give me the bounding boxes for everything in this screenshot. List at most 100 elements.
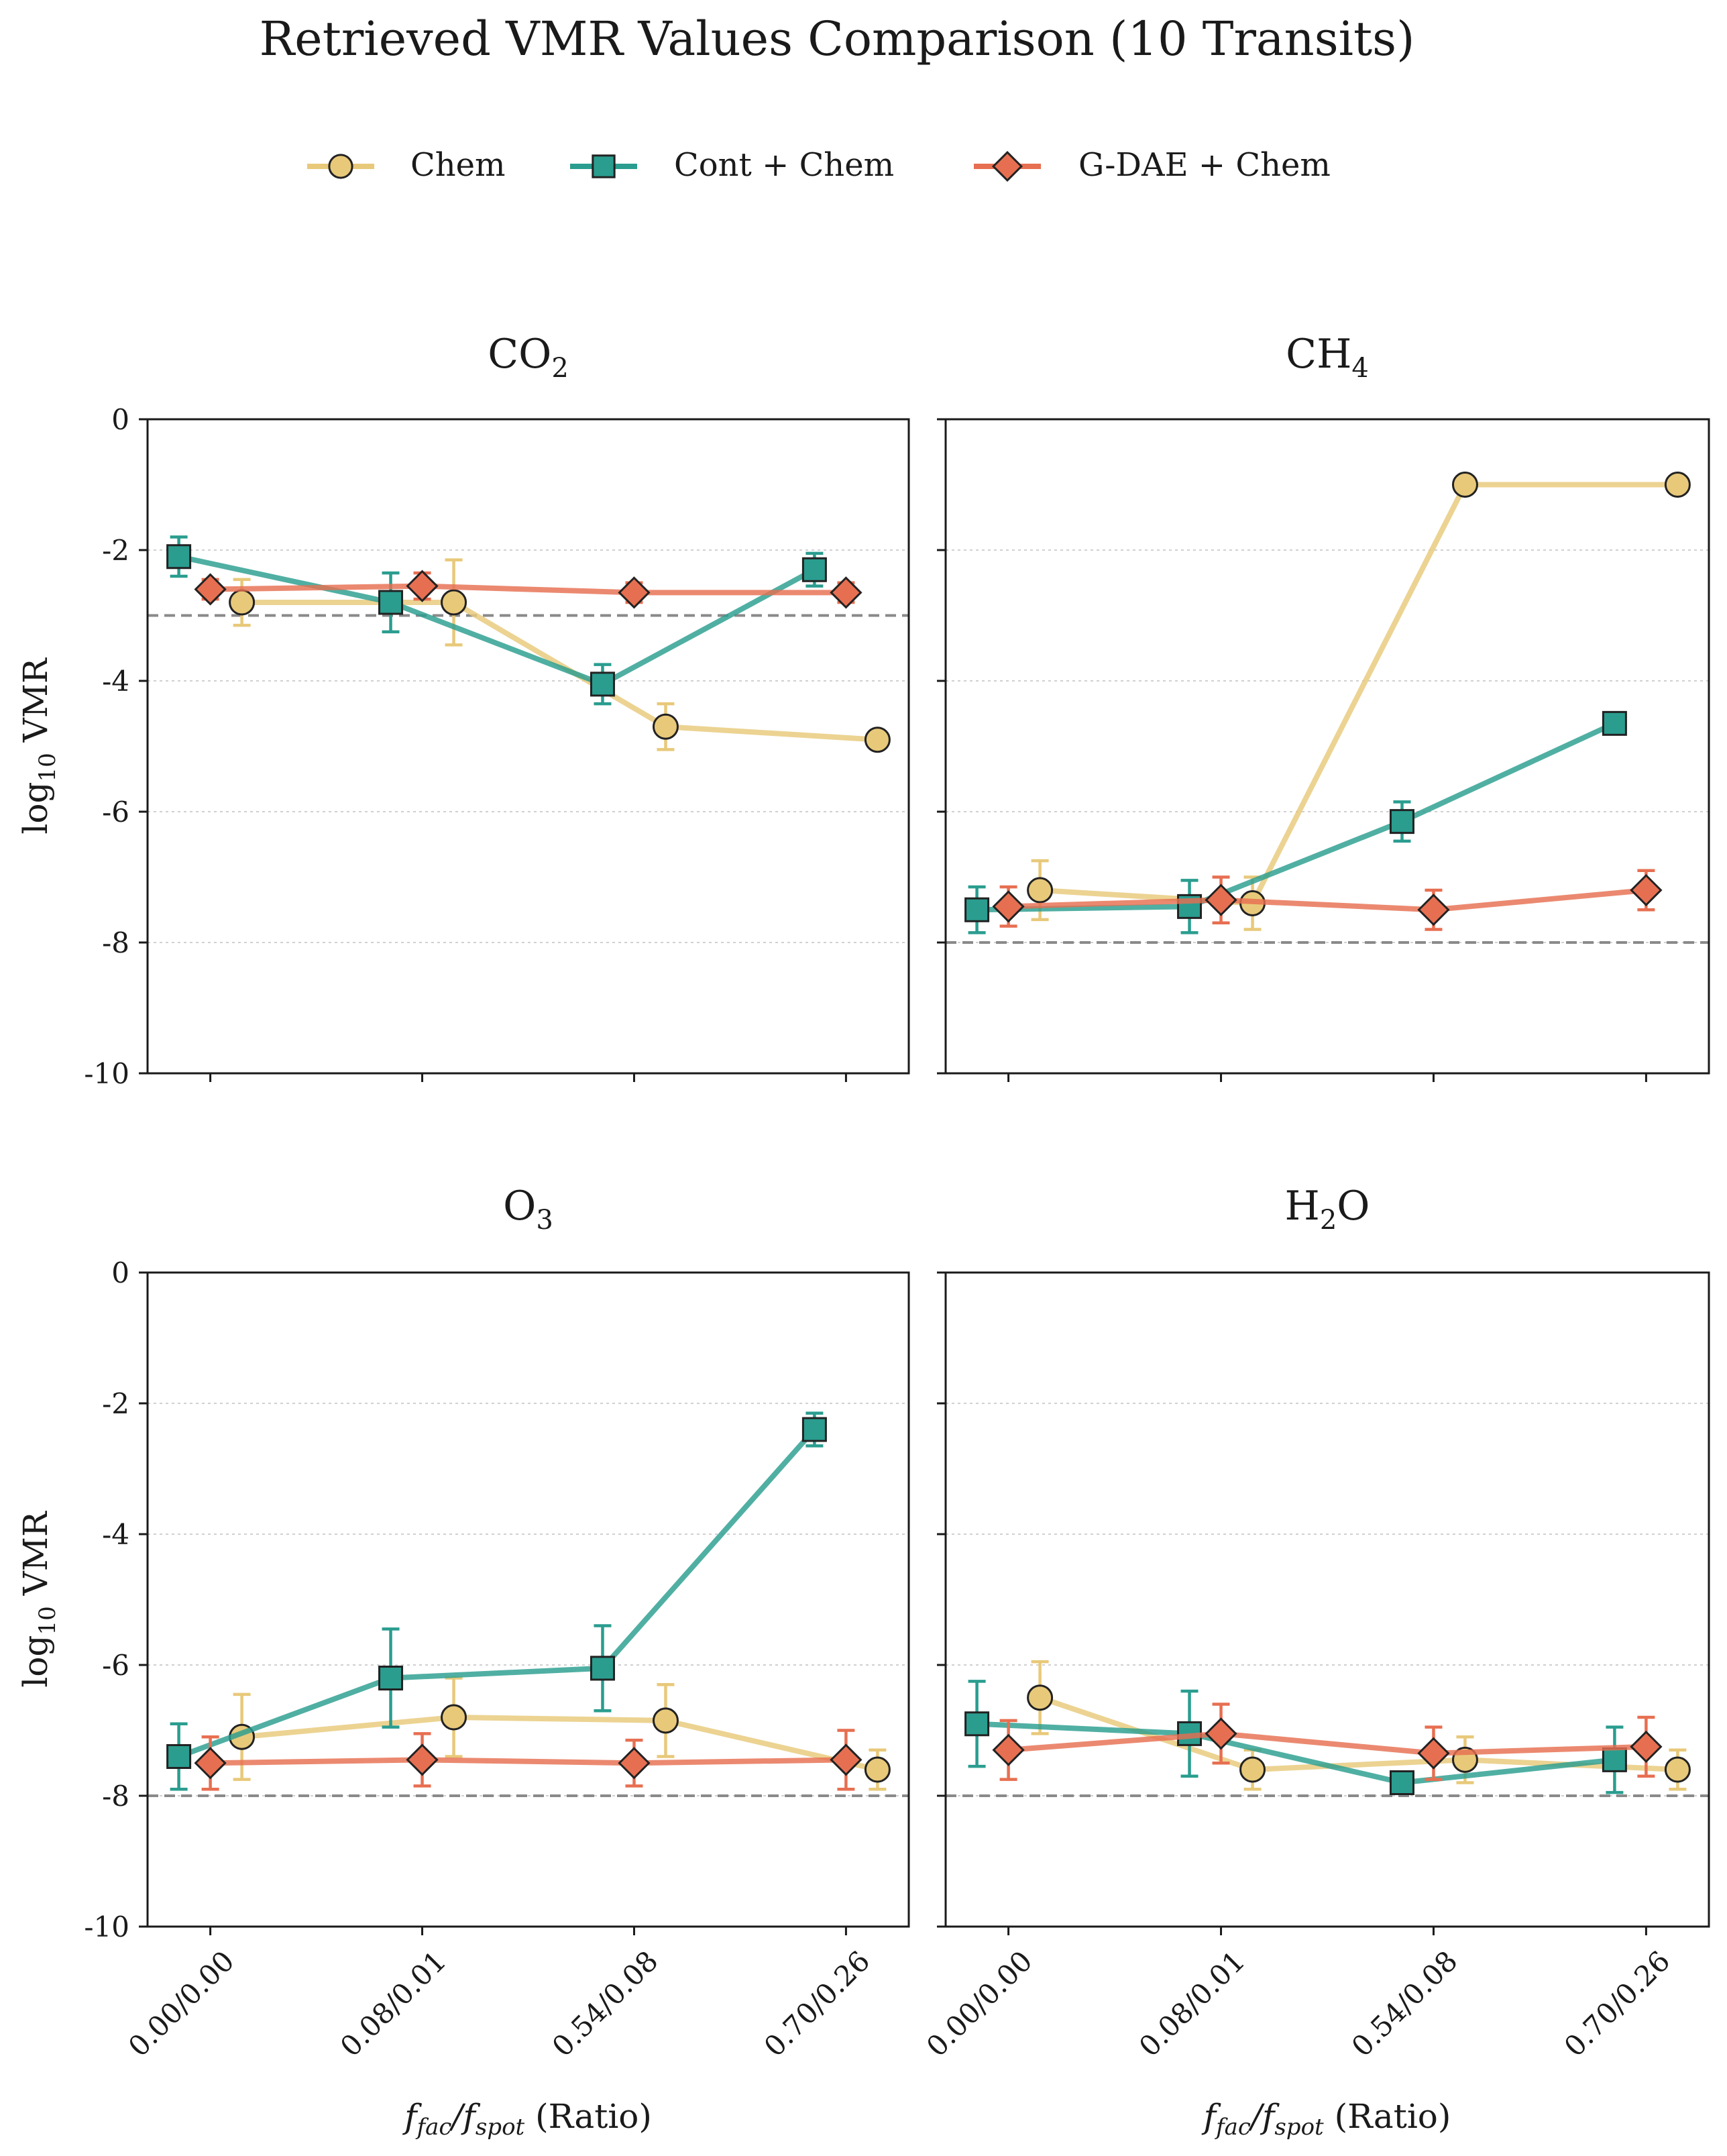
series-line <box>178 1427 817 1760</box>
data-point <box>830 576 862 609</box>
data-point <box>1630 1730 1663 1763</box>
x-tick-label: 0.00/0.00 <box>920 1944 1039 2063</box>
x-axis-label-fac: fac <box>1214 2114 1251 2141</box>
y-axis-label-sub: 10 <box>34 1606 61 1635</box>
y-axis-label-suffix: VMR <box>16 657 55 753</box>
series-2 <box>194 1729 862 1791</box>
series-0 <box>229 1676 891 1791</box>
data-point <box>1027 877 1054 904</box>
data-point <box>590 671 615 697</box>
panel-title-main: H <box>1285 1183 1320 1230</box>
x-axis-label-fac: fac <box>415 2114 452 2141</box>
series-line <box>241 600 878 743</box>
y-axis-label-suffix: VMR <box>16 1511 55 1606</box>
panel-title-main: CO <box>488 331 551 378</box>
series-line <box>1040 482 1678 906</box>
y-axis-label-log: log <box>16 1635 55 1688</box>
legend-item-0: Chem <box>307 146 506 184</box>
panel-3: 0.00/0.00 0.08/0.01 0.54/0.08 0.70/0.26H2Of… <box>920 1183 1710 2141</box>
data-point <box>964 897 990 922</box>
panel-title-suffix: O <box>1337 1183 1370 1230</box>
y-tick-label: -6 <box>102 1649 129 1682</box>
data-point <box>992 1733 1025 1766</box>
series-line <box>1008 887 1647 913</box>
series-0 <box>229 558 891 753</box>
series-1 <box>166 535 827 706</box>
y-tick-label: -6 <box>102 796 129 828</box>
y-tick-label: -10 <box>84 1057 129 1090</box>
data-point <box>1389 1770 1414 1795</box>
plot-frame <box>944 418 1710 1075</box>
series-1 <box>964 1680 1627 1795</box>
y-tick-label: -4 <box>102 665 129 698</box>
y-tick-label: -8 <box>102 926 129 959</box>
panel-1: CH4 <box>937 331 1710 1082</box>
data-point <box>378 1666 404 1690</box>
series-2 <box>194 570 862 609</box>
data-point <box>441 589 467 616</box>
panel-title-sub: 2 <box>551 353 568 384</box>
series-1 <box>964 710 1627 934</box>
data-point <box>992 890 1025 923</box>
x-axis-label-spot: spot <box>1274 2114 1324 2141</box>
data-point <box>652 713 679 740</box>
legend-label: Chem <box>410 146 506 184</box>
panel-title-main: O <box>503 1183 536 1230</box>
data-point <box>1602 1747 1627 1772</box>
panel-title: O3 <box>503 1183 553 1236</box>
data-point <box>964 1711 990 1737</box>
x-axis-label-spot: spot <box>476 2114 525 2141</box>
y-tick-label: 0 <box>111 403 129 436</box>
legend-item-2: G-DAE + Chem <box>974 146 1331 184</box>
y-tick-label: -2 <box>102 1387 129 1420</box>
data-point <box>229 589 256 616</box>
y-axis-label: log10 VMR <box>16 1511 61 1688</box>
panel-title: CO2 <box>488 331 569 384</box>
series-line <box>977 720 1616 913</box>
figure-title: Retrieved VMR Values Comparison (10 Tran… <box>260 11 1415 66</box>
panel-0: 0 -2 -4 -6 -8 -10 CO2 log10 VMR <box>16 331 910 1090</box>
data-point <box>1205 883 1237 916</box>
data-point <box>166 1744 192 1769</box>
data-point <box>801 557 827 582</box>
data-point <box>864 1756 891 1783</box>
x-axis-label-suffix: (Ratio) <box>1324 2097 1451 2136</box>
series-2 <box>992 869 1663 931</box>
square-icon <box>592 154 616 178</box>
legend-label: Cont + Chem <box>674 146 894 184</box>
data-point <box>194 1747 227 1780</box>
plot-frame <box>146 418 910 1075</box>
panel-title-sub: 2 <box>1320 1205 1337 1236</box>
circle-icon <box>328 154 353 179</box>
data-point <box>618 576 651 609</box>
x-axis-label-slash: / <box>449 2097 465 2136</box>
series-line <box>1008 1731 1647 1756</box>
series-2 <box>992 1703 1663 1781</box>
x-tick-label: 0.70/0.26 <box>1558 1944 1677 2063</box>
x-tick-label: 0.54/0.08 <box>546 1944 665 2063</box>
data-point <box>1602 710 1627 736</box>
data-point <box>652 1707 679 1734</box>
data-point <box>441 1704 467 1731</box>
panel-title-main: CH <box>1286 331 1351 378</box>
y-tick-label: -10 <box>84 1910 129 1943</box>
data-point <box>1417 894 1450 926</box>
legend-label: G-DAE + Chem <box>1078 146 1331 184</box>
y-tick-label: -2 <box>102 534 129 567</box>
legend-item-1: Cont + Chem <box>570 146 894 184</box>
x-axis-label-suffix: (Ratio) <box>524 2097 652 2136</box>
x-axis-label-slash: / <box>1248 2097 1265 2136</box>
data-point <box>801 1417 827 1442</box>
y-tick-label: -4 <box>102 1518 129 1551</box>
series-1 <box>166 1411 827 1791</box>
panel-title: H2O <box>1285 1183 1370 1236</box>
y-tick-label: -8 <box>102 1780 129 1813</box>
y-axis-label-log: log <box>16 782 55 834</box>
data-point <box>1664 1756 1691 1783</box>
data-point <box>590 1656 615 1681</box>
series-line <box>241 1715 879 1772</box>
data-point <box>1027 1684 1054 1711</box>
x-tick-label: 0.00/0.00 <box>122 1944 241 2063</box>
data-point <box>1451 472 1478 498</box>
data-point <box>1389 809 1414 834</box>
